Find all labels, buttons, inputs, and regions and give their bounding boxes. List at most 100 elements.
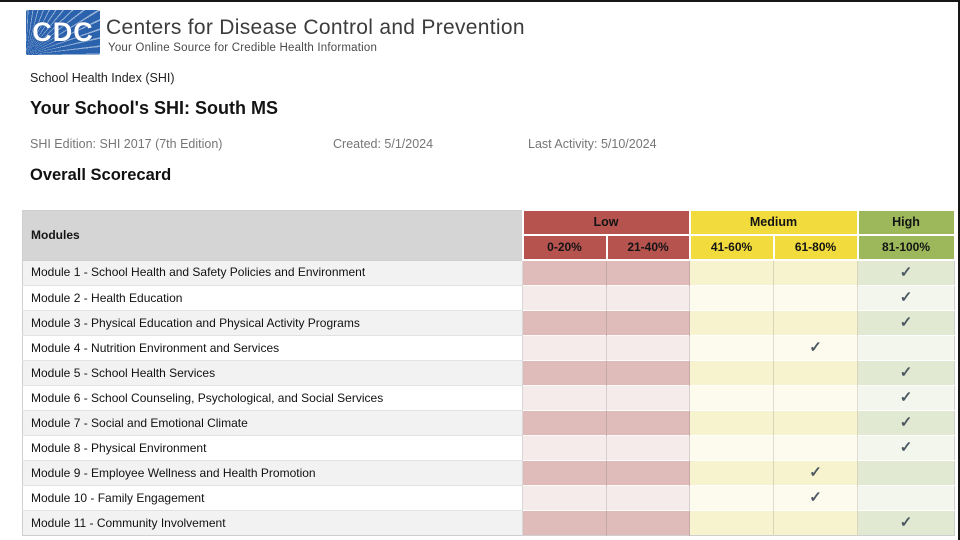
check-icon: ✓ [899,289,913,306]
score-cell-41-60 [689,335,774,361]
score-cell-41-60 [689,285,774,311]
score-cell-21-40 [606,410,690,436]
range-header-41-60: 41-60% [688,234,775,261]
score-cell-21-40 [606,485,690,511]
range-header-0-20: 0-20% [521,234,608,261]
score-cell-41-60 [689,259,774,286]
score-cell-21-40 [606,435,690,461]
module-label: Module 11 - Community Involvement [22,510,523,536]
section-title: Overall Scorecard [30,166,172,184]
check-icon: ✓ [899,414,913,431]
overall-scorecard-table: Modules Low Medium High 0-20% 21-40% 41-… [22,209,956,536]
score-cell-61-80 [772,435,858,461]
check-icon: ✓ [899,314,913,331]
check-icon: ✓ [899,439,913,456]
created-date-label: Created: 5/1/2024 [333,137,434,151]
score-cell-21-40 [606,285,690,311]
score-cell-0-20 [522,435,607,461]
score-cell-0-20 [522,360,607,386]
score-cell-41-60 [689,485,774,511]
score-cell-61-80 [772,385,858,411]
score-cell-81-100: ✓ [857,259,955,286]
score-cell-21-40 [606,310,690,336]
score-cell-81-100 [857,460,955,486]
score-cell-21-40 [606,259,690,286]
table-row: Module 7 - Social and Emotional Climate ✓ [22,410,955,436]
score-cell-61-80 [772,510,858,536]
cdc-logo[interactable]: CDC [26,10,100,55]
check-icon: ✓ [809,464,822,481]
check-icon: ✓ [809,489,822,506]
score-cell-21-40 [606,510,690,536]
score-cell-0-20 [522,385,607,411]
score-cell-81-100: ✓ [857,510,955,536]
score-cell-41-60 [689,310,774,336]
last-activity-label: Last Activity: 5/10/2024 [528,137,657,151]
modules-column-header: Modules [22,209,523,261]
page-title: Your School's SHI: South MS [30,98,278,118]
check-icon: ✓ [899,264,913,281]
score-cell-41-60 [689,435,774,461]
score-cell-61-80 [772,310,858,336]
score-cell-0-20 [522,310,607,336]
score-cell-41-60 [689,360,774,386]
score-cell-61-80 [772,410,858,436]
table-row: Module 9 - Employee Wellness and Health … [22,460,955,486]
score-cell-41-60 [689,510,774,536]
group-header-low: Low [521,209,691,236]
score-cell-0-20 [522,485,607,511]
score-cell-61-80: ✓ [772,335,858,361]
window-right-edge [958,0,960,540]
score-cell-81-100: ✓ [857,410,955,436]
range-header-81-100: 81-100% [856,234,956,261]
check-icon: ✓ [899,389,913,406]
org-name: Centers for Disease Control and Preventi… [106,16,525,39]
table-row: Module 6 - School Counseling, Psychologi… [22,385,955,411]
shi-edition-label: SHI Edition: SHI 2017 (7th Edition) [30,137,223,151]
module-label: Module 1 - School Health and Safety Poli… [22,259,523,286]
table-row: Module 5 - School Health Services ✓ [22,360,955,386]
group-header-medium: Medium [688,209,859,236]
score-cell-61-80 [772,285,858,311]
table-row: Module 4 - Nutrition Environment and Ser… [22,335,955,361]
score-cell-21-40 [606,460,690,486]
score-cell-0-20 [522,410,607,436]
group-header-high: High [856,209,956,236]
module-label: Module 10 - Family Engagement [22,485,523,511]
scorecard-body: Module 1 - School Health and Safety Poli… [22,259,955,536]
score-cell-81-100 [857,485,955,511]
org-tagline: Your Online Source for Credible Health I… [108,42,378,54]
window-top-edge [0,0,960,2]
score-cell-81-100: ✓ [857,310,955,336]
check-icon: ✓ [899,514,913,531]
module-label: Module 4 - Nutrition Environment and Ser… [22,335,523,361]
range-header-61-80: 61-80% [772,234,859,261]
module-label: Module 6 - School Counseling, Psychologi… [22,385,523,411]
table-row: Module 11 - Community Involvement ✓ [22,510,955,536]
module-label: Module 2 - Health Education [22,285,523,311]
score-cell-61-80: ✓ [772,460,858,486]
module-label: Module 3 - Physical Education and Physic… [22,310,523,336]
table-row: Module 8 - Physical Environment ✓ [22,435,955,461]
table-row: Module 3 - Physical Education and Physic… [22,310,955,336]
score-cell-0-20 [522,335,607,361]
score-cell-0-20 [522,259,607,286]
cdc-logo-text: CDC [32,17,94,47]
score-cell-81-100: ✓ [857,285,955,311]
check-icon: ✓ [899,364,913,381]
check-icon: ✓ [809,339,822,356]
score-cell-61-80 [772,360,858,386]
score-cell-81-100: ✓ [857,435,955,461]
module-label: Module 8 - Physical Environment [22,435,523,461]
score-cell-0-20 [522,510,607,536]
module-label: Module 7 - Social and Emotional Climate [22,410,523,436]
table-row: Module 1 - School Health and Safety Poli… [22,259,955,286]
score-cell-21-40 [606,385,690,411]
module-label: Module 9 - Employee Wellness and Health … [22,460,523,486]
table-row: Module 2 - Health Education ✓ [22,285,955,311]
score-cell-41-60 [689,460,774,486]
score-cell-61-80: ✓ [772,485,858,511]
score-cell-21-40 [606,335,690,361]
score-cell-41-60 [689,410,774,436]
